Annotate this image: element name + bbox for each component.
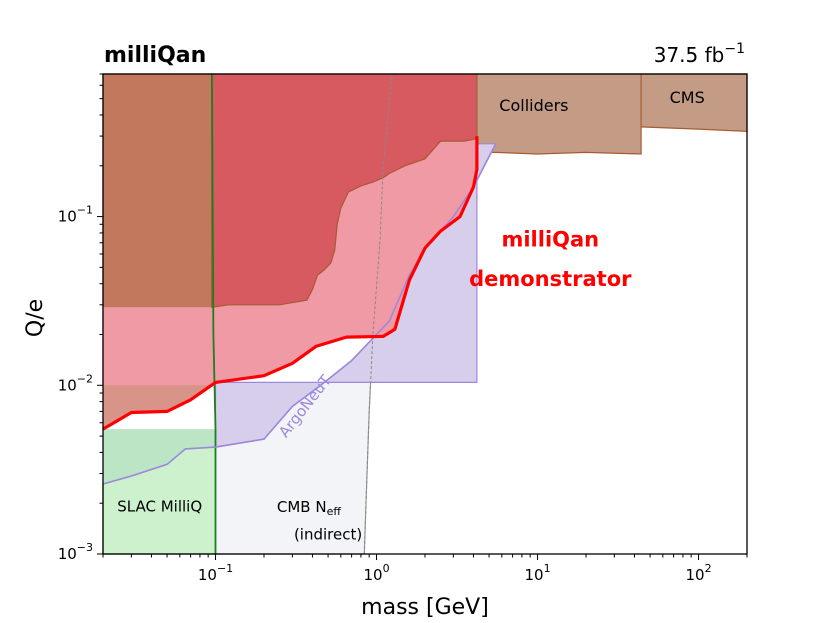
annotation-mq_line1: milliQan <box>501 228 599 252</box>
x-tick-label: 101 <box>524 562 550 584</box>
x-axis-label: mass [GeV] <box>361 595 489 620</box>
y-axis-ticks: 10−3 10−2 10−1 <box>58 73 103 563</box>
x-axis-ticks: 10−1 100 101 102 <box>102 554 748 584</box>
luminosity-exponent: −1 <box>724 41 745 57</box>
line-slac-milliq-boundary <box>211 73 217 554</box>
exclusion-regions <box>102 73 748 555</box>
x-tick-label: 10−1 <box>198 562 233 584</box>
annotation-slac: SLAC MilliQ <box>117 498 202 516</box>
line-milliqan-demonstrator <box>102 136 479 431</box>
annotation-cms: CMS <box>670 88 705 107</box>
region-slac-milliq-upper <box>103 429 216 484</box>
chart-title: milliQan <box>104 43 206 68</box>
y-tick-label: 10−3 <box>58 541 93 563</box>
annotation-cmb_indirect: (indirect) <box>294 525 362 543</box>
annotation-colliders: Colliders <box>499 96 568 115</box>
x-tick-label: 102 <box>685 562 711 584</box>
x-tick-label: 100 <box>363 562 389 584</box>
y-axis-label: Q/e <box>23 299 48 337</box>
annotation-cmb-neff: CMB Neff <box>277 498 341 519</box>
region-dark-red-exclusion <box>211 73 478 308</box>
y-tick-label: 10−2 <box>58 372 93 394</box>
y-tick-label: 10−1 <box>58 204 93 226</box>
annotation-mq_line2: demonstrator <box>469 267 632 291</box>
limit-lines <box>102 73 497 555</box>
region-milliqan-demonstrator-low-strip <box>103 382 216 430</box>
luminosity-label: 37.5 fb−1 <box>654 41 745 67</box>
luminosity-value: 37.5 fb <box>654 43 725 67</box>
line-cmb-neff-indirect <box>363 73 393 555</box>
